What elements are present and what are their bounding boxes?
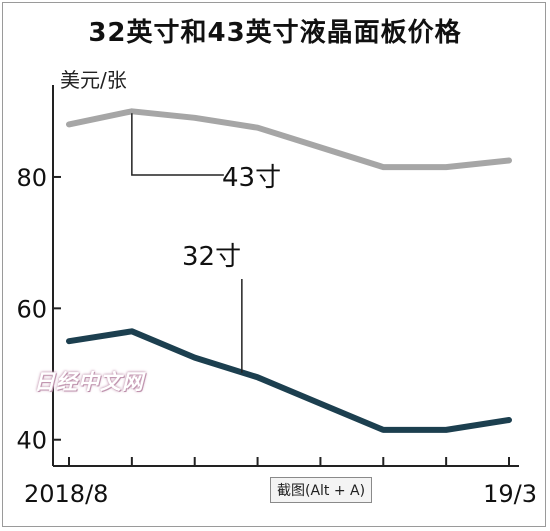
y-tick-label-40: 40 [16, 427, 47, 455]
screenshot-tooltip: 截图(Alt + A) [270, 477, 373, 503]
series-label-0: 43寸 [222, 163, 281, 193]
y-axis-unit-label: 美元/张 [60, 68, 127, 92]
series-label-leader-0 [131, 113, 224, 176]
x-tick-label-0: 2018/8 [24, 480, 108, 508]
y-tick-label-80: 80 [16, 164, 47, 192]
x-tick-label-1: 19/3 [483, 480, 537, 508]
series-label-1: 32寸 [182, 242, 241, 272]
series-line-1 [66, 328, 512, 433]
y-tick-label-60: 60 [16, 295, 47, 323]
chart-title: 32英寸和43英寸液晶面板价格 [88, 18, 462, 48]
watermark-logo: 日经中文网 [34, 370, 144, 394]
chart-frame [2, 2, 546, 527]
series-line-0 [66, 108, 512, 171]
